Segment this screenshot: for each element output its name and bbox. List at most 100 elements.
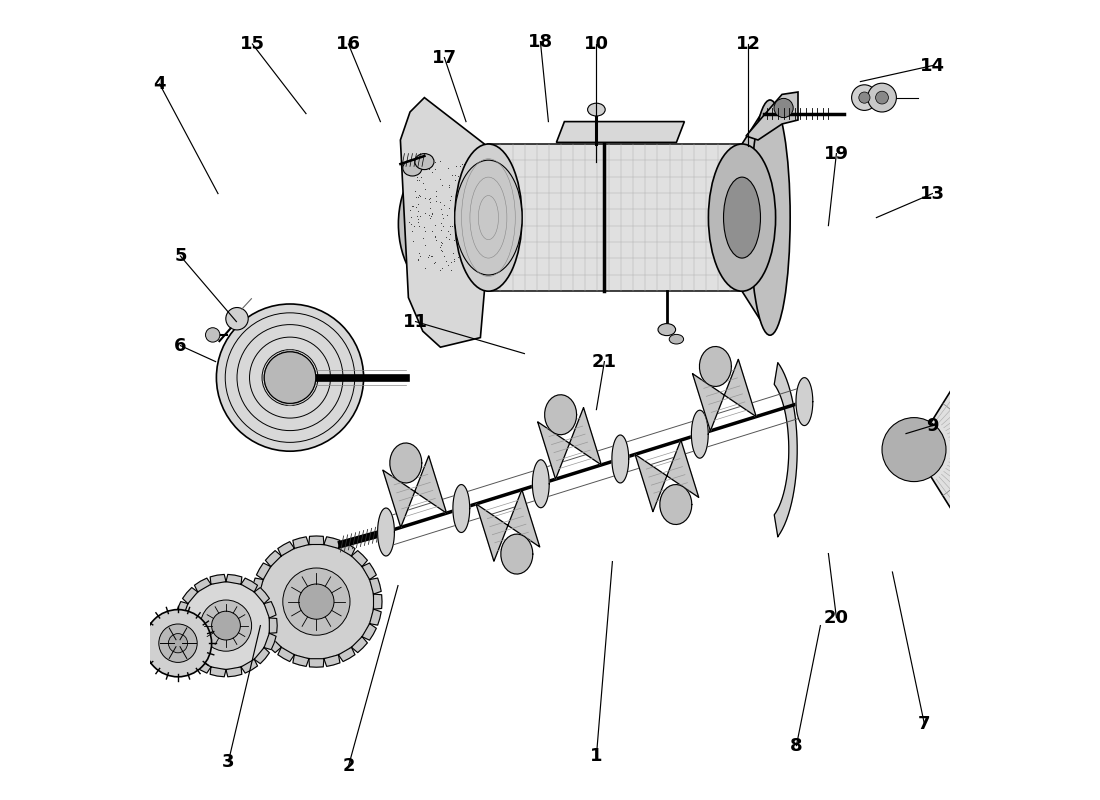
Circle shape bbox=[859, 92, 870, 103]
Text: 1: 1 bbox=[591, 747, 603, 765]
Text: 12: 12 bbox=[736, 35, 761, 53]
Circle shape bbox=[264, 352, 316, 403]
Text: 15: 15 bbox=[240, 35, 265, 53]
Polygon shape bbox=[383, 456, 447, 527]
Circle shape bbox=[882, 418, 946, 482]
Ellipse shape bbox=[750, 100, 790, 335]
Polygon shape bbox=[374, 594, 382, 609]
Polygon shape bbox=[362, 624, 376, 640]
Circle shape bbox=[868, 83, 896, 112]
Text: 10: 10 bbox=[584, 35, 609, 53]
Circle shape bbox=[1071, 426, 1090, 445]
Circle shape bbox=[211, 611, 241, 640]
Polygon shape bbox=[500, 534, 532, 574]
Polygon shape bbox=[278, 542, 295, 556]
Polygon shape bbox=[256, 624, 271, 640]
Polygon shape bbox=[339, 542, 355, 556]
Text: 13: 13 bbox=[920, 185, 945, 202]
Polygon shape bbox=[742, 100, 770, 335]
Polygon shape bbox=[362, 563, 376, 579]
Circle shape bbox=[206, 328, 220, 342]
Circle shape bbox=[876, 91, 889, 104]
Polygon shape bbox=[544, 394, 576, 434]
Polygon shape bbox=[278, 647, 295, 662]
Polygon shape bbox=[389, 443, 421, 483]
Polygon shape bbox=[265, 637, 282, 653]
Ellipse shape bbox=[708, 144, 775, 291]
Circle shape bbox=[217, 304, 364, 451]
Polygon shape bbox=[453, 485, 470, 533]
Text: 18: 18 bbox=[528, 33, 553, 50]
Polygon shape bbox=[635, 440, 698, 512]
Polygon shape bbox=[226, 667, 242, 677]
Polygon shape bbox=[254, 648, 270, 664]
Polygon shape bbox=[293, 537, 309, 548]
Polygon shape bbox=[612, 435, 629, 483]
Polygon shape bbox=[210, 574, 225, 584]
Text: 4: 4 bbox=[153, 75, 166, 93]
Polygon shape bbox=[252, 578, 263, 594]
Polygon shape bbox=[254, 587, 270, 603]
Circle shape bbox=[1056, 369, 1076, 388]
Ellipse shape bbox=[669, 334, 683, 344]
Ellipse shape bbox=[658, 323, 675, 336]
Circle shape bbox=[1023, 322, 1042, 341]
Polygon shape bbox=[370, 578, 382, 594]
Polygon shape bbox=[693, 359, 756, 431]
Polygon shape bbox=[264, 602, 276, 618]
Wedge shape bbox=[914, 241, 1100, 658]
Polygon shape bbox=[400, 98, 484, 347]
Ellipse shape bbox=[415, 154, 434, 170]
Ellipse shape bbox=[454, 160, 522, 275]
Text: 21: 21 bbox=[592, 353, 617, 370]
Text: 2: 2 bbox=[342, 758, 354, 775]
Text: 6: 6 bbox=[174, 337, 187, 354]
Polygon shape bbox=[488, 144, 743, 291]
Circle shape bbox=[200, 600, 252, 651]
Polygon shape bbox=[323, 655, 340, 666]
Text: 16: 16 bbox=[336, 35, 361, 53]
Text: 14: 14 bbox=[920, 57, 945, 74]
Circle shape bbox=[144, 610, 211, 677]
Text: 7: 7 bbox=[918, 715, 931, 733]
Polygon shape bbox=[796, 378, 813, 426]
Text: 19: 19 bbox=[824, 145, 849, 162]
Polygon shape bbox=[293, 655, 309, 666]
Polygon shape bbox=[175, 618, 183, 634]
Text: 11: 11 bbox=[403, 313, 428, 330]
Polygon shape bbox=[195, 578, 211, 592]
Circle shape bbox=[283, 568, 350, 635]
Polygon shape bbox=[270, 618, 277, 634]
Circle shape bbox=[182, 582, 270, 670]
Text: 17: 17 bbox=[432, 49, 456, 66]
Polygon shape bbox=[176, 634, 188, 650]
Ellipse shape bbox=[724, 177, 760, 258]
Polygon shape bbox=[183, 587, 198, 603]
Polygon shape bbox=[339, 647, 355, 662]
Polygon shape bbox=[352, 550, 367, 566]
Polygon shape bbox=[377, 508, 395, 556]
Polygon shape bbox=[323, 537, 340, 548]
Polygon shape bbox=[265, 550, 282, 566]
Polygon shape bbox=[176, 602, 188, 618]
Circle shape bbox=[226, 307, 249, 330]
Polygon shape bbox=[370, 609, 382, 625]
Polygon shape bbox=[183, 648, 198, 664]
Polygon shape bbox=[352, 637, 367, 653]
Text: 8: 8 bbox=[790, 737, 803, 754]
Circle shape bbox=[158, 624, 197, 662]
Polygon shape bbox=[557, 122, 684, 142]
Ellipse shape bbox=[587, 103, 605, 116]
Polygon shape bbox=[538, 407, 602, 479]
Ellipse shape bbox=[454, 144, 522, 291]
Polygon shape bbox=[476, 490, 540, 562]
Circle shape bbox=[299, 584, 334, 619]
Polygon shape bbox=[251, 594, 260, 609]
Text: 5: 5 bbox=[174, 247, 187, 265]
Circle shape bbox=[1042, 536, 1060, 555]
Circle shape bbox=[774, 98, 793, 118]
Circle shape bbox=[851, 85, 877, 110]
Polygon shape bbox=[241, 659, 257, 673]
Circle shape bbox=[258, 544, 374, 659]
Text: 20: 20 bbox=[824, 609, 849, 626]
